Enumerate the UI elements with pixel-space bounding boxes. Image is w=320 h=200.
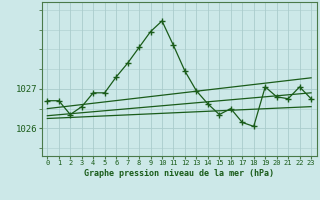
X-axis label: Graphe pression niveau de la mer (hPa): Graphe pression niveau de la mer (hPa)	[84, 169, 274, 178]
